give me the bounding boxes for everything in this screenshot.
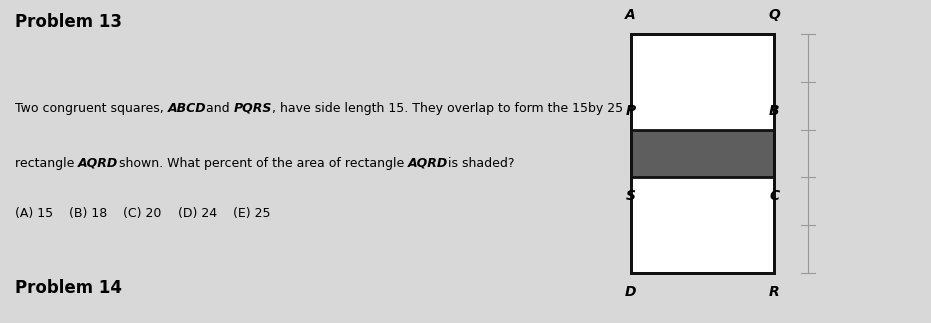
Text: R: R <box>769 285 779 299</box>
Text: PQRS: PQRS <box>234 102 272 115</box>
Text: D: D <box>625 285 636 299</box>
Text: Problem 13: Problem 13 <box>15 13 122 31</box>
Text: B: B <box>769 104 779 118</box>
Text: S: S <box>626 189 636 203</box>
Text: A: A <box>625 8 636 22</box>
Text: C: C <box>769 189 779 203</box>
Text: P: P <box>626 104 636 118</box>
Text: (D) 24: (D) 24 <box>178 207 217 220</box>
Bar <box>630 34 775 273</box>
Text: (E) 25: (E) 25 <box>233 207 270 220</box>
Text: shown. What percent of the area of rectangle: shown. What percent of the area of recta… <box>118 157 408 170</box>
Bar <box>630 130 775 177</box>
Text: Two congruent squares,: Two congruent squares, <box>15 102 168 115</box>
Text: Q: Q <box>768 8 780 22</box>
Text: ABCD: ABCD <box>168 102 207 115</box>
Text: (C) 20: (C) 20 <box>123 207 162 220</box>
Text: AQRD: AQRD <box>408 157 448 170</box>
Text: and: and <box>207 102 234 115</box>
Text: (B) 18: (B) 18 <box>69 207 107 220</box>
Bar <box>630 34 775 177</box>
Bar <box>630 130 775 273</box>
Text: , have side length 15. They overlap to form the 15by 25: , have side length 15. They overlap to f… <box>272 102 624 115</box>
Text: rectangle: rectangle <box>15 157 78 170</box>
Text: Problem 14: Problem 14 <box>15 279 122 297</box>
Text: (A) 15: (A) 15 <box>15 207 53 220</box>
Text: AQRD: AQRD <box>78 157 118 170</box>
Text: is shaded?: is shaded? <box>448 157 515 170</box>
